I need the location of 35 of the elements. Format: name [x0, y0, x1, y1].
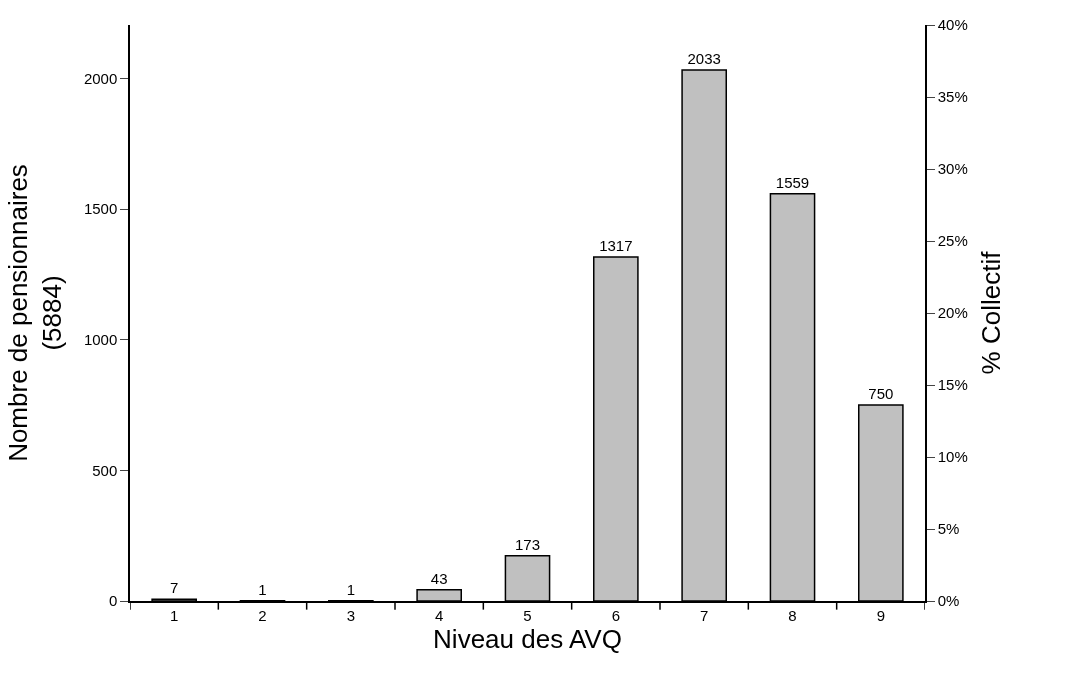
x-tick-label: 7 — [700, 606, 709, 624]
y2-tick-label: 5% — [937, 520, 960, 538]
x-tick-label: 8 — [788, 606, 797, 624]
x-tick-label: 6 — [611, 606, 620, 624]
y-tick-label: 1500 — [83, 200, 118, 218]
y2-tick-label: 20% — [937, 304, 968, 322]
y2-axis-title: % Collectif — [975, 250, 1006, 375]
x-tick-label: 3 — [346, 606, 355, 624]
y-tick-label: 500 — [92, 461, 118, 479]
y-tick-label: 2000 — [83, 69, 118, 87]
y-tick-label: 0 — [108, 592, 118, 610]
data-label: 173 — [514, 535, 541, 553]
y2-tick-label: 0% — [937, 592, 960, 610]
x-axis-title: Niveau des AVQ — [433, 623, 622, 654]
data-label: 1559 — [775, 173, 810, 191]
data-label: 2033 — [687, 49, 721, 67]
y2-tick-label: 35% — [937, 88, 968, 106]
data-label: 1317 — [599, 236, 633, 254]
data-label: 7 — [169, 579, 179, 597]
y2-tick-label: 40% — [937, 16, 968, 34]
y-tick-label: 1000 — [83, 331, 118, 349]
data-label: 750 — [868, 385, 894, 403]
y2-tick-label: 10% — [937, 448, 968, 466]
x-tick-label: 5 — [523, 606, 532, 624]
y-axis-title: Nombre de pensionnaires (5884) — [2, 164, 67, 462]
data-label: 43 — [430, 569, 448, 587]
x-tick-label: 1 — [170, 606, 179, 624]
y2-tick-label: 30% — [937, 160, 968, 178]
data-label: 1 — [346, 580, 356, 598]
x-tick-label: 4 — [435, 606, 444, 624]
data-label: 1 — [258, 580, 267, 598]
y2-tick-label: 25% — [937, 232, 968, 250]
x-tick-label: 2 — [258, 606, 267, 624]
x-tick-label: 9 — [876, 606, 885, 624]
y2-tick-label: 15% — [937, 376, 968, 394]
